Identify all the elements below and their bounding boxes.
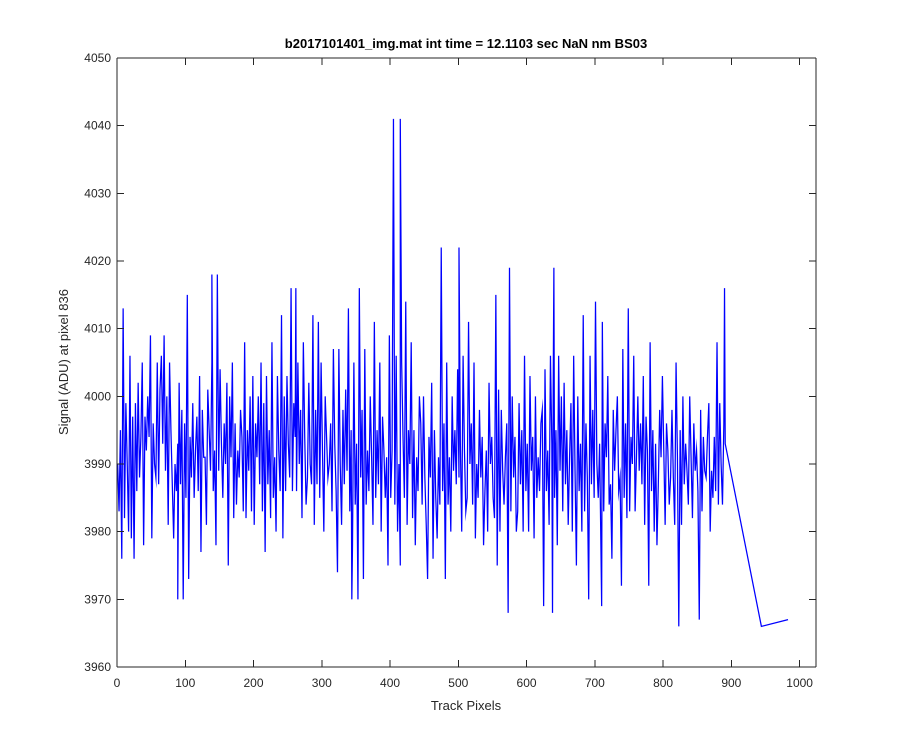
axes-layer — [116, 57, 817, 668]
x-tick-label: 100 — [175, 676, 195, 690]
y-tick-label: 4030 — [84, 186, 111, 200]
y-tick-label: 3990 — [84, 457, 111, 471]
y-tick-label: 4000 — [84, 389, 111, 403]
x-tick-label: 500 — [448, 676, 468, 690]
x-tick-label: 600 — [517, 676, 537, 690]
y-axis-label: Signal (ADU) at pixel 836 — [56, 289, 71, 435]
x-tick-label: 900 — [721, 676, 741, 690]
y-tick-label: 3980 — [84, 525, 111, 539]
plot-area — [117, 58, 816, 667]
y-tick-label: 4050 — [84, 51, 111, 65]
x-tick-label: 700 — [585, 676, 605, 690]
x-tick-label: 1000 — [786, 676, 813, 690]
x-tick-label: 300 — [312, 676, 332, 690]
series-layer — [117, 118, 789, 628]
chart-title: b2017101401_img.mat int time = 12.1103 s… — [285, 36, 647, 51]
y-tick-label: 3960 — [84, 660, 111, 674]
x-axis-label: Track Pixels — [431, 698, 502, 713]
ticks-layer: 0 100 200 300 400 500 600 700 800 900 1000 3960 3970… — [84, 51, 816, 690]
x-tick-label: 800 — [653, 676, 673, 690]
x-tick-label: 400 — [380, 676, 400, 690]
y-tick-label: 4010 — [84, 322, 111, 336]
x-tick-label: 0 — [114, 676, 121, 690]
y-tick-label: 3970 — [84, 592, 111, 606]
series-line-1 — [117, 118, 789, 628]
y-tick-label: 4040 — [84, 119, 111, 133]
y-tick-label: 4020 — [84, 254, 111, 268]
x-tick-label: 200 — [244, 676, 264, 690]
